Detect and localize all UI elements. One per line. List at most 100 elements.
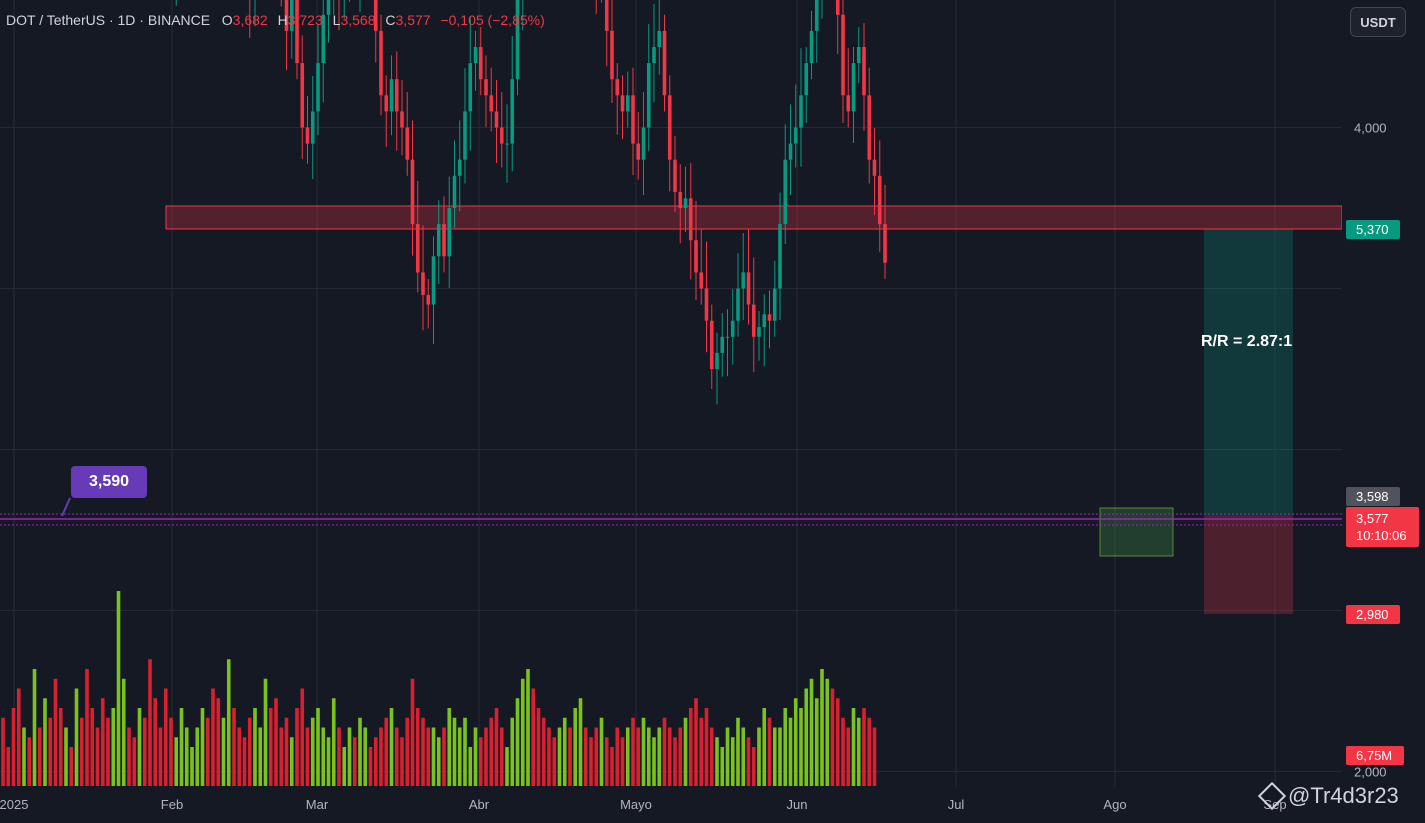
candle-body [394,79,399,112]
volume-bar [85,669,89,786]
volume-bar [835,698,840,786]
candle-body [473,47,478,64]
volume-bar [27,737,32,786]
candle-body [620,95,625,112]
volume-bar [804,688,809,786]
candle-body [442,224,446,257]
candle-body [447,208,452,257]
candle-body [631,95,635,144]
volume-bar [463,717,467,786]
resistance-zone[interactable] [165,205,1343,230]
open-label: O [221,12,233,28]
volume-bar [363,727,368,786]
volume-bar [599,717,604,786]
volume-bar [762,708,767,786]
volume-bar [321,727,326,786]
volume-bar [552,737,557,786]
candle-body [730,320,735,337]
candle-body [704,288,709,321]
candle-body [883,224,887,263]
volume-bar [415,708,420,786]
volume-bar [347,727,352,786]
candle-body [736,288,740,321]
volume-bar [384,717,389,786]
volume-bar [200,708,205,786]
candle-body [615,79,620,96]
volume-bar [730,737,735,786]
volume-bar [620,737,625,786]
candle-body [872,159,877,176]
volume-bar [358,717,362,786]
volume-bar [715,737,719,786]
volume-bar [657,727,662,786]
candle-body [478,47,483,80]
symbol-label[interactable]: DOT / TetherUS · 1D · BINANCE [6,12,211,28]
candle-body [489,95,494,112]
time-axis[interactable]: 2025 Feb Mar Abr Mayo Jun Jul Ago Sep [0,797,1287,812]
entry-box[interactable] [1099,507,1174,557]
candle-body [295,0,299,64]
low-value: 3,568 [340,12,376,28]
candle-body [452,175,457,208]
candle-body [494,111,499,128]
volume-bar [132,737,137,786]
long-position-tool[interactable] [1099,229,1293,614]
price-axis-bg [1342,0,1425,823]
volume-bar [704,708,709,786]
support-line[interactable] [0,497,1342,526]
volume-bar [184,727,189,786]
volume-bar [379,727,383,786]
volume-bar [720,747,725,786]
volume-bar [127,727,131,786]
candle-body [862,47,866,96]
candle-body [762,314,767,328]
volume-bar [37,727,42,786]
volume-bar [688,708,693,786]
candle-body [673,159,677,192]
candle-body [741,272,746,289]
candle-body [421,272,425,295]
time-tick-label: Ago [1103,797,1126,812]
volume-bar [652,737,656,786]
volume-bar [510,717,515,786]
volume-bar [526,669,530,786]
change-value: −0,105 (−2,85%) [440,12,545,28]
candle-body [841,14,845,96]
symbol-legend: DOT / TetherUS · 1D · BINANCE O3,682 H3,… [6,12,545,28]
volume-bar [253,708,257,786]
price-callout[interactable]: 3,590 [71,466,147,498]
candle-body [641,127,646,160]
volume-bar [820,669,824,786]
volume-bar [142,717,147,786]
risk-reward-label: R/R = 2.87:1 [1201,333,1293,350]
candle-body [856,47,861,64]
volume-bar [646,727,651,786]
time-tick-label: Jul [948,797,965,812]
volume-bar [190,747,194,786]
volume-bar [809,678,814,786]
candle-body [379,30,383,96]
volume-bar [153,698,158,786]
candle-body [515,0,520,80]
volume-bar [631,717,635,786]
currency-button[interactable]: USDT [1350,7,1406,37]
volume-tag: 6,75M [1346,746,1404,765]
candle-body [688,198,693,241]
volume-bar [562,717,567,786]
volume-bar [520,678,525,786]
volume-bar [205,717,210,786]
volume-bar [242,737,247,786]
volume-bar [6,747,11,786]
callout-pointer [61,497,71,517]
candle-body [316,63,320,112]
volume-bar [43,698,47,786]
volume-bar [578,698,583,786]
volume-bar [431,727,436,786]
candle-body [457,159,462,176]
volume-bar [573,708,578,786]
volume-bar [284,717,289,786]
candle-body [846,95,851,112]
volume-bar [410,678,415,786]
